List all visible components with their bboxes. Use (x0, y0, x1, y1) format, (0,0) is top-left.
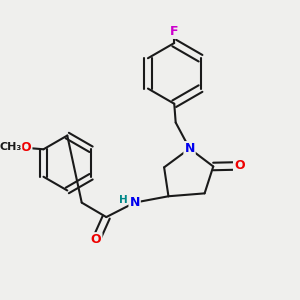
Text: N: N (129, 196, 140, 209)
Text: O: O (21, 141, 32, 154)
Text: H: H (119, 195, 128, 205)
Text: O: O (91, 233, 101, 246)
Text: CH₃: CH₃ (0, 142, 21, 152)
Text: F: F (170, 25, 178, 38)
Text: O: O (234, 159, 244, 172)
Text: N: N (184, 142, 195, 155)
